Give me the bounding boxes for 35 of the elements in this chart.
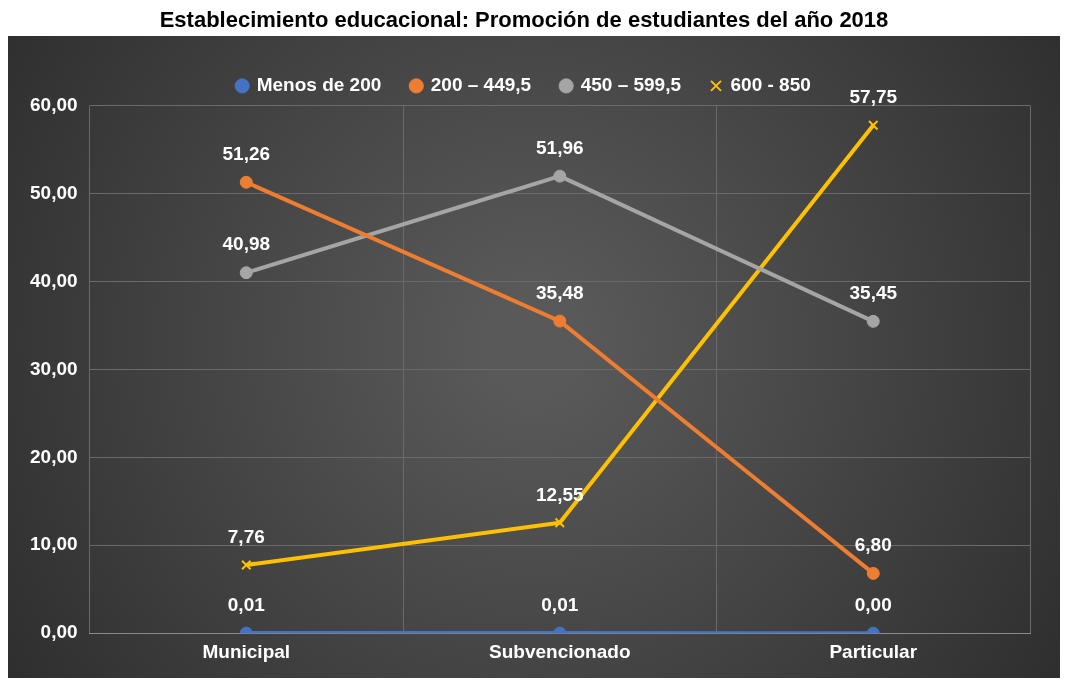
data-label: 7,76 xyxy=(227,525,265,547)
y-tick-label: 30,00 xyxy=(30,357,78,379)
y-tick-label: 0,00 xyxy=(40,621,78,643)
y-tick-label: 40,00 xyxy=(30,269,78,291)
point xyxy=(239,266,253,280)
data-label: 6,80 xyxy=(854,534,892,556)
data-label: 35,48 xyxy=(536,281,584,303)
point xyxy=(554,517,566,529)
point xyxy=(868,119,879,131)
data-label: 35,45 xyxy=(849,282,898,304)
y-tick-label: 60,00 xyxy=(30,93,78,115)
legend-label: 600 - 850 xyxy=(730,74,811,96)
data-label: 0,00 xyxy=(854,593,892,615)
x-tick-label: Particular xyxy=(829,640,918,662)
point xyxy=(241,559,252,571)
legend-label: Menos de 200 xyxy=(256,74,382,96)
point xyxy=(239,175,253,189)
y-tick-label: 20,00 xyxy=(30,445,78,467)
data-label: 57,75 xyxy=(849,85,898,107)
y-tick-label: 10,00 xyxy=(30,533,78,555)
point xyxy=(553,169,567,183)
chart-title: Establecimiento educacional: Promoción de estudiantes del año 2018 xyxy=(159,7,889,33)
point xyxy=(866,314,880,328)
point xyxy=(553,314,567,328)
data-label: 51,96 xyxy=(536,136,584,158)
point xyxy=(866,566,880,580)
y-tick-label: 50,00 xyxy=(30,181,78,203)
data-label: 0,01 xyxy=(227,593,266,615)
data-label: 40,98 xyxy=(222,233,271,255)
data-label: 0,01 xyxy=(541,593,579,615)
legend-label: 200 – 449,5 xyxy=(430,74,532,96)
data-label: 51,26 xyxy=(222,143,271,165)
x-tick-label: Municipal xyxy=(202,640,291,662)
legend-label: 450 – 599,5 xyxy=(580,74,682,96)
x-tick-label: Subvencionado xyxy=(489,640,631,662)
